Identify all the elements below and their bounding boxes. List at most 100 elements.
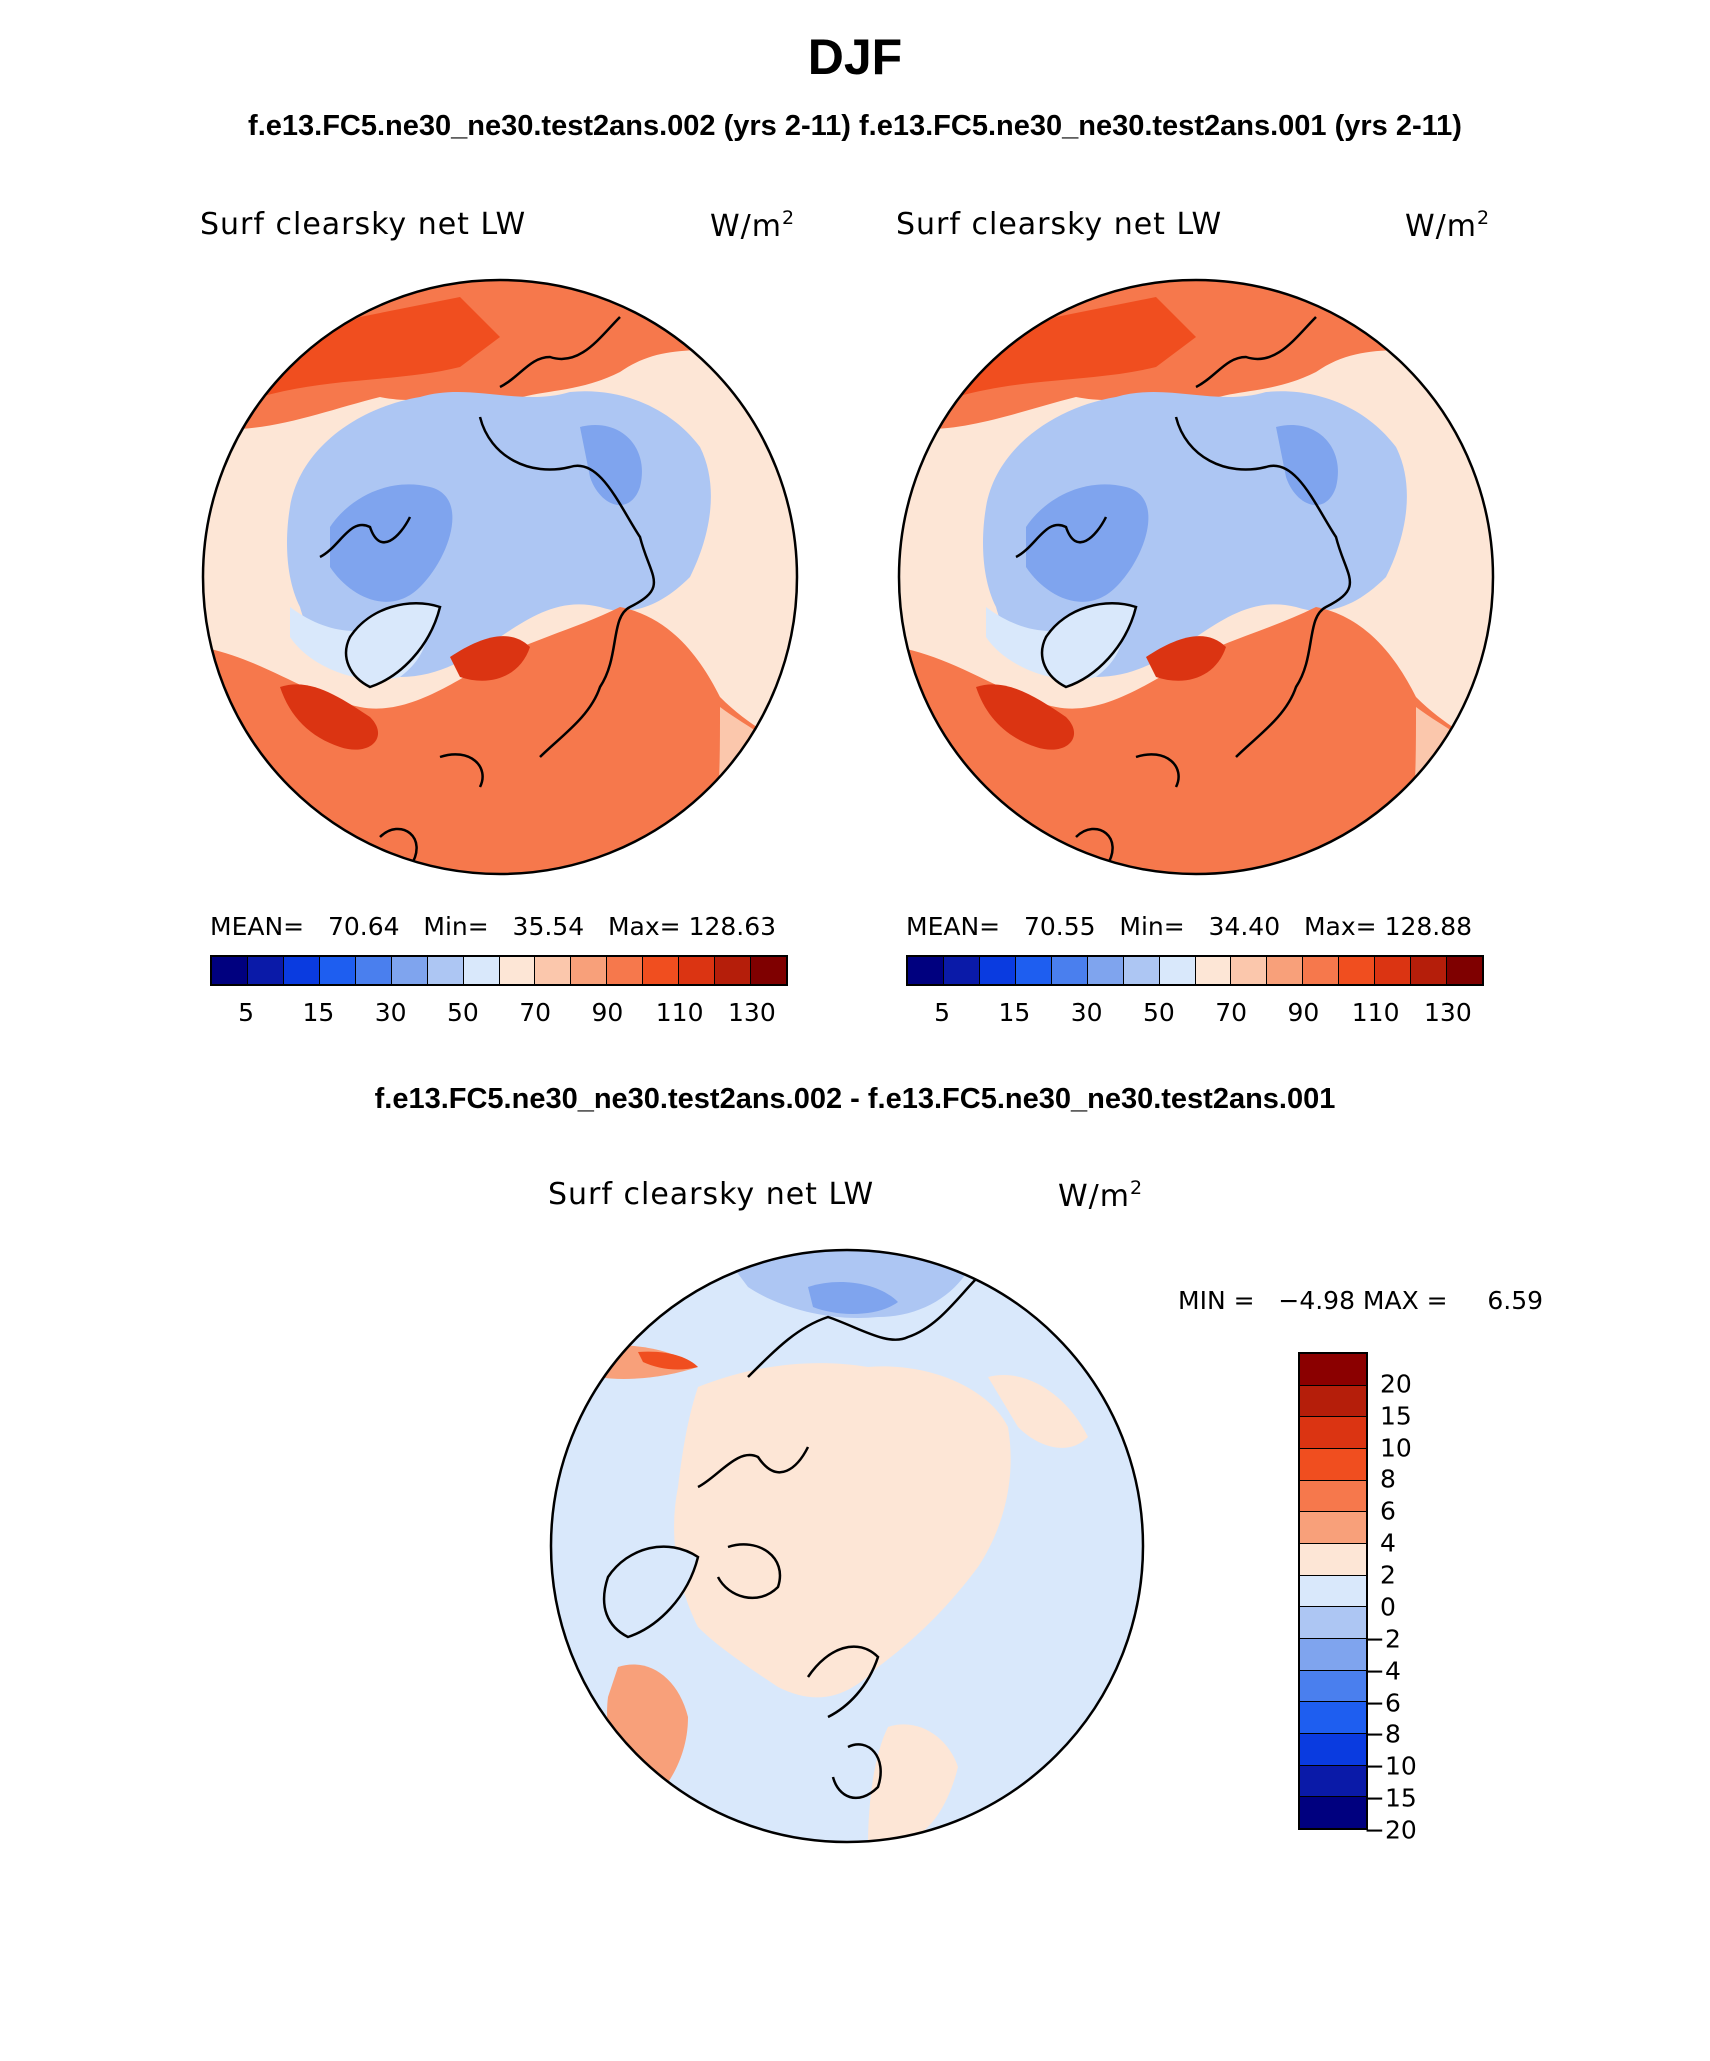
panel1-colorbar-swatch [355, 957, 392, 984]
diff-colorbar-swatch [1300, 1417, 1366, 1450]
panel1-colorbar-swatch [571, 957, 608, 984]
panel2-colorbar-swatch [1339, 957, 1376, 984]
panel1-coastline [319, 316, 656, 868]
diff-colorbar-tick-label: 15 [1380, 1401, 1412, 1431]
panel2-colorbar-swatch [979, 957, 1016, 984]
diff-colorbar-tick-label: −2 [1364, 1624, 1401, 1654]
panel1-colorbar-tick-label: 30 [374, 998, 407, 1027]
diff-colorbar-tick-label: 4 [1380, 1528, 1396, 1558]
diff-minmax: MIN = −4.98 MAX = 6.59 [1178, 1286, 1544, 1315]
panel2-polar-map [897, 278, 1495, 876]
panel1-warm-field-bottom [203, 607, 797, 874]
panel1-cold-core [330, 484, 453, 602]
panel1-colorbar-tick-label: 70 [519, 998, 552, 1027]
panel1-colorbar-ticks: 5 15 30 50 70 90 110 130 [210, 998, 788, 1028]
panel2-colorbar-swatch [1015, 957, 1052, 984]
diff-colorbar-swatch [1300, 1385, 1366, 1418]
panel2-colorbar-swatch [1267, 957, 1304, 984]
diff-colorbar-swatch [1300, 1512, 1366, 1545]
panel1-colorbar-swatch [427, 957, 464, 984]
diff-polar-map [549, 1248, 1145, 1844]
panel2-colorbar-swatch [1375, 957, 1412, 984]
panel2-colorbar-swatch [908, 957, 944, 984]
panel2-colorbar-swatch [1411, 957, 1448, 984]
diff-colorbar-swatch [1300, 1544, 1366, 1576]
panel2-colorbar-tick-label: 5 [934, 998, 951, 1027]
diff-colorbar-tick-label: −20 [1364, 1815, 1417, 1845]
diff-variable-label: Surf clearsky net LW [548, 1177, 875, 1212]
panel2-colorbar-tick-label: 70 [1215, 998, 1248, 1027]
diff-subtitle: f.e13.FC5.ne30_ne30.test2ans.002 - f.e13… [374, 1083, 1336, 1115]
panel2-colorbar-tick-label: 50 [1142, 998, 1175, 1027]
page-title: DJF [807, 29, 903, 85]
diff-warm-top-left-core [638, 1351, 698, 1370]
panel1-stats: MEAN= 70.64 Min= 35.54 Max= 128.63 [210, 912, 777, 941]
diff-coastline [697, 1276, 979, 1799]
panel1-colorbar-swatch [751, 957, 786, 984]
panel1-colorbar-tick-label: 90 [591, 998, 624, 1027]
panel1-warm-core-bottom-2 [450, 636, 530, 681]
panel1-colorbar-tick-label: 130 [728, 998, 776, 1027]
diff-units: W/m2 [1058, 1177, 1144, 1214]
panel1-colorbar-tick-label: 50 [446, 998, 479, 1027]
diff-colorbar-tick-label: −10 [1364, 1751, 1417, 1781]
panel1-warm-field-top-core [220, 297, 500, 397]
diff-colorbar-swatch [1300, 1639, 1366, 1671]
panel2-colorbar-swatch [1231, 957, 1268, 984]
diff-colorbar [1298, 1352, 1368, 1830]
diff-colorbar-swatch [1300, 1670, 1366, 1703]
diff-colorbar-ticks: 20 15 10 8 6 4 2 0 −2 −4 −6 −8 −10 −15 −20 [1364, 1352, 1500, 1844]
panel1-colorbar [210, 955, 788, 986]
diff-warm-center [674, 1363, 1011, 1698]
diff-colorbar-tick-label: 2 [1380, 1560, 1396, 1590]
panel2-colorbar-tick-label: 15 [998, 998, 1031, 1027]
panel2-colorbar-swatch [1303, 957, 1340, 984]
panel2-warm-core-bottom [976, 684, 1075, 750]
panel2-warm-field-bottom [899, 607, 1493, 874]
panel2-colorbar-swatch [1087, 957, 1124, 984]
diff-colorbar-swatch [1300, 1607, 1366, 1640]
panel1-colorbar-tick-label: 110 [655, 998, 704, 1027]
panel1-warm-edge-left [203, 477, 280, 597]
diff-colorbar-swatch [1300, 1480, 1366, 1513]
diff-colorbar-tick-label: 10 [1380, 1433, 1412, 1463]
diff-cold-top-core [808, 1282, 898, 1314]
panel1-polar-map [201, 278, 799, 876]
top-subtitle: f.e13.FC5.ne30_ne30.test2ans.002 (yrs 2-… [248, 110, 1462, 142]
panel1-cold-core-2 [580, 425, 642, 506]
panel1-colorbar-tick-label: 15 [302, 998, 335, 1027]
panel1-units: W/m2 [710, 207, 796, 244]
panel1-variable-label: Surf clearsky net LW [200, 207, 527, 242]
panel1-colorbar-tick-label: 5 [238, 998, 255, 1027]
diff-greenland [602, 1545, 700, 1639]
panel1-colorbar-swatch [607, 957, 644, 984]
panel1-colorbar-swatch [679, 957, 716, 984]
panel1-colorbar-swatch [499, 957, 536, 984]
diff-colorbar-swatch [1300, 1734, 1366, 1766]
panel1-colorbar-swatch [643, 957, 680, 984]
panel2-colorbar-swatch [1123, 957, 1160, 984]
panel1-colorbar-swatch [247, 957, 284, 984]
panel1-colorbar-swatch [391, 957, 428, 984]
diff-colorbar-tick-label: −4 [1364, 1656, 1401, 1686]
diff-colorbar-tick-label: −6 [1364, 1688, 1401, 1718]
panel2-variable-label: Surf clearsky net LW [896, 207, 1223, 242]
panel2-warm-edge-left [899, 477, 976, 597]
panel2-colorbar-swatch [1159, 957, 1196, 984]
panel2-colorbar-tick-label: 30 [1070, 998, 1103, 1027]
diff-cold-right [1008, 1524, 1108, 1607]
panel1-colorbar-swatch [463, 957, 500, 984]
diff-warm-bottom-right [868, 1724, 958, 1842]
panel1-colorbar-swatch [535, 957, 572, 984]
panel2-colorbar-tick-label: 90 [1287, 998, 1320, 1027]
diff-colorbar-tick-label: 0 [1380, 1592, 1396, 1622]
diff-colorbar-tick-label: 6 [1380, 1496, 1396, 1526]
diff-colorbar-tick-label: −15 [1364, 1783, 1417, 1813]
panel2-stats: MEAN= 70.55 Min= 34.40 Max= 128.88 [906, 912, 1473, 941]
panel2-colorbar-swatch [1051, 957, 1088, 984]
panel2-coastline [1015, 316, 1352, 868]
diff-colorbar-tick-label: −8 [1364, 1719, 1401, 1749]
diff-colorbar-tick-label: 8 [1380, 1464, 1396, 1494]
panel2-units: W/m2 [1405, 207, 1491, 244]
panel1-colorbar-swatch [283, 957, 320, 984]
